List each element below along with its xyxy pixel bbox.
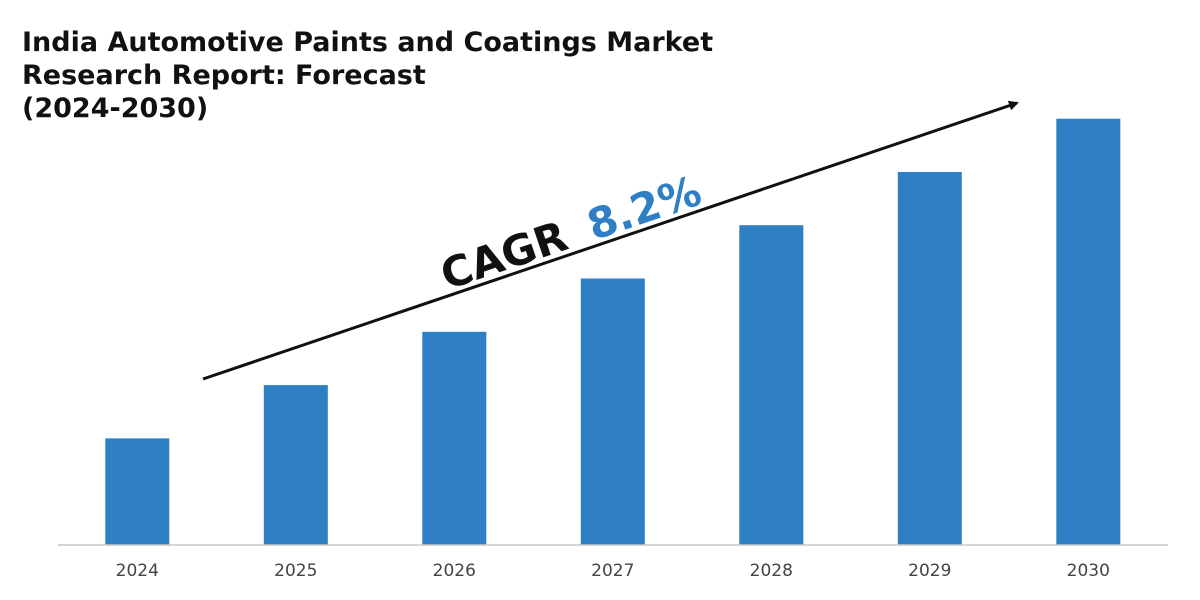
bar-2027 (580, 278, 645, 545)
x-tick-label-2027: 2027 (591, 561, 634, 581)
x-tick-label-2030: 2030 (1067, 561, 1110, 581)
x-tick-label-2028: 2028 (750, 561, 793, 581)
chart-title-line-1: India Automotive Paints and Coatings Mar… (22, 27, 714, 58)
chart-title-line-2: Research Report: Forecast (22, 60, 426, 91)
bar-2029 (897, 172, 962, 545)
bar-2026 (422, 331, 487, 545)
cagr-label: CAGR (434, 211, 573, 299)
bar-2030 (1056, 118, 1121, 545)
bar-2025 (263, 385, 328, 545)
cagr-value: 8.2% (581, 166, 707, 250)
chart-title-line-3: (2024-2030) (22, 93, 209, 124)
x-tick-label-2026: 2026 (433, 561, 476, 581)
chart-title: India Automotive Paints and Coatings Mar… (22, 26, 742, 125)
x-tick-label-2024: 2024 (116, 561, 159, 581)
x-tick-label-2029: 2029 (908, 561, 951, 581)
x-axis-tick-labels: 2024 2025 2026 2027 2028 2029 2030 (116, 561, 1110, 581)
bars-group (105, 118, 1121, 545)
trend-arrow (202, 100, 1019, 381)
bar-2024 (105, 438, 170, 545)
x-tick-label-2025: 2025 (274, 561, 317, 581)
bar-2028 (739, 225, 804, 545)
cagr-annotation: CAGR 8.2% (434, 166, 707, 299)
